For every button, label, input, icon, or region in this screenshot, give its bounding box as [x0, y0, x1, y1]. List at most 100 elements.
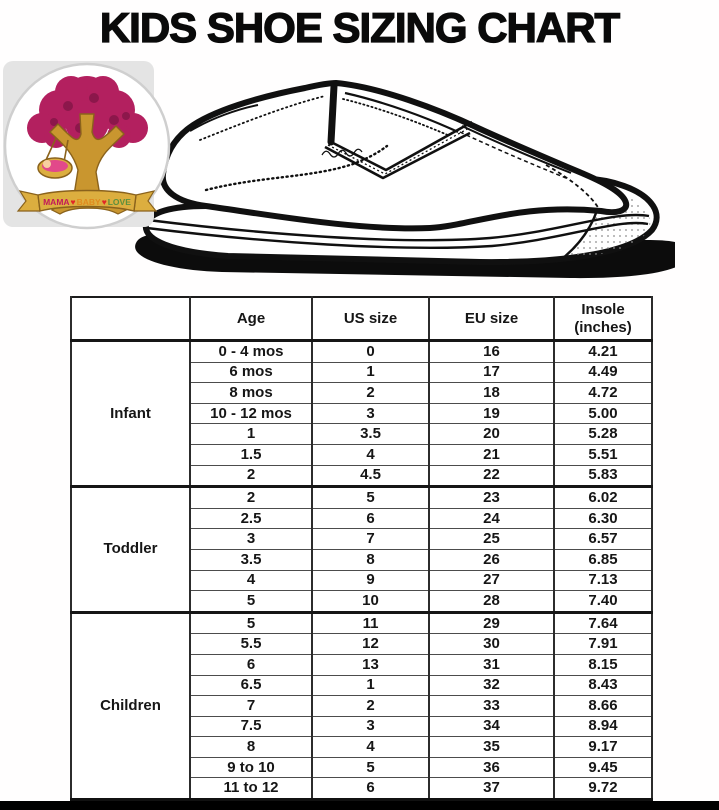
- vamp-seam-line: [461, 125, 572, 174]
- logo-banner-text: MAMA♥BABY♥LOVE: [43, 197, 131, 207]
- table-cell: 6: [311, 777, 430, 800]
- logo-banner-ribbon: MAMA♥BABY♥LOVE: [16, 189, 158, 212]
- table-cell: 3: [311, 715, 430, 737]
- table-cell: 2: [189, 464, 313, 487]
- table-cell: 5: [311, 756, 430, 778]
- table-cell: 2: [311, 695, 430, 717]
- vamp-seam-stitch: [459, 131, 567, 179]
- table-cell: 9.45: [553, 756, 653, 778]
- table-cell: 4: [311, 443, 430, 466]
- table-row: 6.5 1 32 8.43: [71, 674, 653, 696]
- table-cell: 5: [189, 590, 313, 613]
- collar-rim-stitch: [342, 98, 451, 137]
- table-cell: 8.15: [553, 653, 653, 675]
- table-cell: 6: [311, 507, 430, 529]
- table-cell: 9: [311, 569, 430, 591]
- table-row: 9 to 10 5 36 9.45: [71, 756, 653, 778]
- table-cell: 6.02: [553, 485, 653, 509]
- table-cell: 9.72: [553, 777, 653, 800]
- size-table-header: Age US size EU size Insole (inches): [70, 297, 653, 342]
- table-cell: 31: [428, 653, 555, 675]
- table-cell: 35: [428, 736, 555, 758]
- table-cell: 7.13: [553, 569, 653, 591]
- table-cell: 6.57: [553, 528, 653, 550]
- table-cell: 8.94: [553, 715, 653, 737]
- table-cell: 10 - 12 mos: [189, 402, 313, 424]
- table-cell: 22: [428, 464, 555, 487]
- elastic-gore-inner: [324, 131, 471, 180]
- table-cell: 7: [189, 695, 313, 717]
- table-cell: 2.5: [189, 507, 313, 529]
- group-label: Infant: [70, 338, 191, 487]
- table-row: 1.5 4 21 5.51: [71, 443, 653, 466]
- table-cell: 4.72: [553, 382, 653, 404]
- table-row: Toddler 2 5 2 3 6.02: [70, 485, 653, 613]
- table-cell: 0: [311, 339, 430, 363]
- mama-baby-love-logo: MAMA♥BABY♥LOVE: [3, 61, 171, 230]
- table-cell: 9 to 10: [189, 756, 313, 778]
- table-cell: 7.91: [553, 633, 653, 655]
- table-cell: 10: [311, 590, 430, 613]
- baby-face: [43, 160, 51, 168]
- table-cell: 3: [189, 528, 313, 550]
- table-cell: 6.5: [189, 674, 313, 696]
- table-cell: 17: [428, 361, 555, 383]
- table-cell: 37: [428, 777, 555, 800]
- foxing-stripe-2: [146, 221, 649, 249]
- table-row: 7 2 33 8.66: [71, 695, 653, 717]
- table-cell: 32: [428, 674, 555, 696]
- table-cell: 3.5: [189, 548, 313, 571]
- table-cell: 1: [311, 674, 430, 696]
- table-cell: 5.00: [553, 402, 653, 424]
- table-cell: 11 to 12: [189, 777, 313, 800]
- table-cell: 25: [428, 528, 555, 550]
- table-cell: 33: [428, 695, 555, 717]
- table-cell: 24: [428, 507, 555, 529]
- table-cell: 5.5: [189, 633, 313, 655]
- table-cell: 5.51: [553, 443, 653, 466]
- size-table-body: Infant 0 - 4 mos 0 16 4.21 6 mos 1 17 4.49 8 mos 2…: [70, 338, 653, 800]
- table-cell: 5: [189, 610, 313, 634]
- table-cell: 1: [311, 361, 430, 383]
- table-cell: 4.5: [311, 464, 430, 487]
- table-row: 8 mos 2 18 4.72: [71, 382, 653, 404]
- table-row: 7.5 3 34 8.94: [71, 715, 653, 737]
- table-cell: 9.17: [553, 736, 653, 758]
- table-cell: 3.5: [311, 423, 430, 445]
- group-label: Toddler: [70, 485, 191, 613]
- page-title: KIDS SHOE SIZING CHART: [99, 3, 621, 51]
- table-cell: 3: [311, 402, 430, 424]
- table-cell: 28: [428, 590, 555, 613]
- table-row: 2 4.5 22 5.83: [71, 464, 653, 487]
- table-row: 3.5 8 26 6.85: [71, 548, 653, 571]
- table-cell: 7.40: [553, 590, 653, 613]
- table-cell: 2: [311, 382, 430, 404]
- table-cell: 6 mos: [189, 361, 313, 383]
- table-cell: 2: [189, 485, 313, 509]
- elastic-gore-stitch: [327, 126, 472, 175]
- table-row: Children 5 11 29 7.64: [70, 610, 653, 800]
- column-header-us-size: US size: [311, 297, 430, 342]
- collar-rim-line: [344, 91, 459, 133]
- table-cell: 1: [189, 423, 313, 445]
- baby-swing: [37, 137, 73, 179]
- toe-cap-stitch: [545, 164, 600, 210]
- table-cell: 16: [428, 339, 555, 363]
- table-corner-cell: [70, 297, 191, 342]
- table-cell: 5.28: [553, 423, 653, 445]
- table-row: Infant 0 - 4 mos 0 16 4.21: [70, 338, 653, 487]
- collar-front-edge: [327, 82, 338, 146]
- table-cell: 4.21: [553, 339, 653, 363]
- table-cell: 6.85: [553, 548, 653, 571]
- table-cell: 21: [428, 443, 555, 466]
- table-cell: 5: [311, 485, 430, 509]
- table-cell: 8.66: [553, 695, 653, 717]
- column-header-eu-size: EU size: [428, 297, 555, 342]
- table-cell: 7.64: [553, 610, 653, 634]
- table-cell: 34: [428, 715, 555, 737]
- shoe-upper-shape: [159, 80, 630, 232]
- table-cell: 6.30: [553, 507, 653, 529]
- table-cell: 27: [428, 569, 555, 591]
- table-cell: 4.49: [553, 361, 653, 383]
